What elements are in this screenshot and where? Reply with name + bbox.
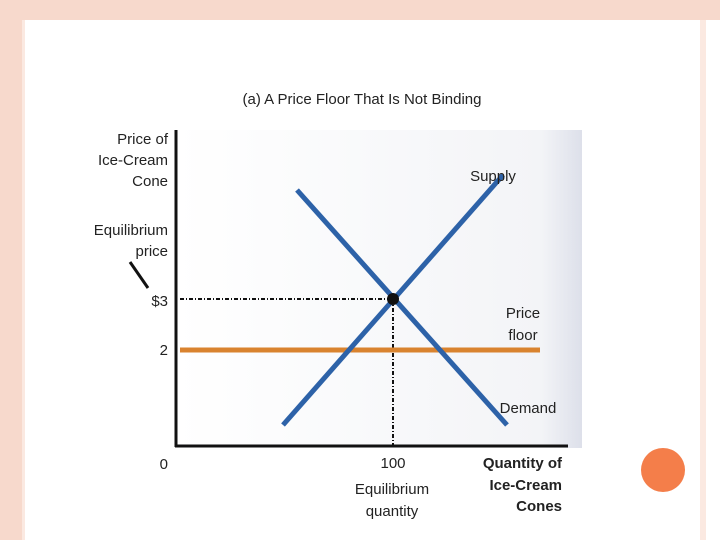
demand-curve [295, 188, 509, 427]
y-axis-label: Cone [132, 173, 168, 190]
decor-circle [641, 448, 685, 492]
annotation: quantity [366, 503, 419, 520]
border-stripe [22, 20, 25, 540]
curve-label: floor [508, 327, 537, 344]
x-axis-label: Ice-Cream [489, 477, 562, 494]
border-right [700, 20, 706, 540]
y-tick-label: 2 [160, 342, 168, 359]
plot-area [176, 130, 582, 448]
y-axis-label: Ice-Cream [98, 152, 168, 169]
border-top [0, 0, 720, 20]
annotation: Equilibrium [94, 222, 168, 239]
curve-label: Supply [470, 168, 516, 185]
y-axis-label: Price of [117, 131, 169, 148]
x-axis-label: Quantity of [483, 455, 563, 472]
origin-label: 0 [160, 456, 168, 473]
pointer [128, 261, 150, 289]
equilibrium-point [387, 293, 399, 305]
y-tick-label: $3 [151, 293, 168, 310]
annotation: price [135, 243, 168, 260]
x-tick-label: 100 [380, 455, 405, 472]
title: (a) A Price Floor That Is Not Binding [243, 91, 482, 108]
border-left [0, 0, 22, 540]
annotation: Equilibrium [355, 481, 429, 498]
curve-label: Price [506, 305, 540, 322]
x-axis-label: Cones [516, 498, 562, 515]
curve-label: Demand [500, 400, 557, 417]
